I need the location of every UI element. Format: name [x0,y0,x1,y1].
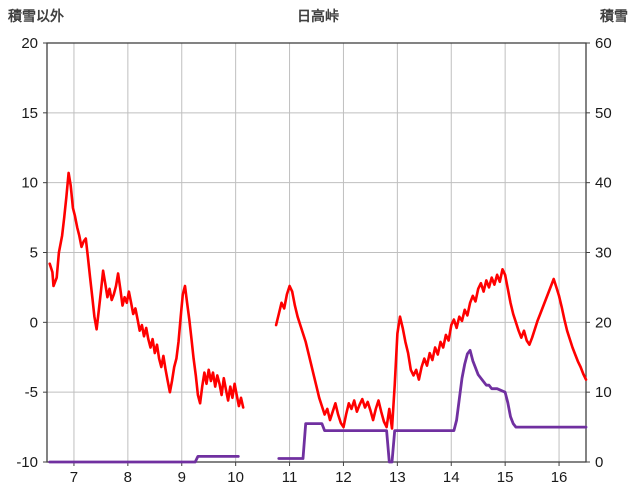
x-tick-label: 16 [551,469,568,486]
x-tick-label: 14 [443,469,460,486]
left-tick-label: 15 [21,105,38,122]
left-tick-label: 0 [30,314,38,331]
x-tick-label: 11 [282,469,298,486]
series-path-0 [274,268,588,430]
right-tick-label: 40 [595,175,612,192]
right-tick-label: 30 [595,245,612,262]
right-tick-label: 60 [595,35,612,52]
series-path-1 [48,455,240,464]
chart-title: 日高峠 [297,8,339,24]
left-tick-label: -5 [25,384,38,401]
x-tick-label: 8 [124,469,132,486]
left-tick-label: 20 [21,35,38,52]
x-tick-label: 7 [70,469,78,486]
x-tick-label: 9 [178,469,186,486]
series-path-0 [48,171,245,409]
right-tick-label: 10 [595,384,612,401]
right-tick-label: 20 [595,314,612,331]
x-tick-label: 12 [335,469,352,486]
left-tick-label: 5 [30,245,38,262]
x-tick-label: 10 [227,469,244,486]
right-tick-label: 50 [595,105,612,122]
left-axis-title: 積雪以外 [8,8,64,24]
left-tick-label: -10 [16,454,38,471]
left-tick-label: 10 [21,175,38,192]
right-tick-label: 0 [595,454,603,471]
right-axis-title: 積雪 [600,8,628,24]
x-tick-label: 13 [389,469,406,486]
x-tick-label: 15 [497,469,514,486]
series-path-1 [277,348,588,464]
